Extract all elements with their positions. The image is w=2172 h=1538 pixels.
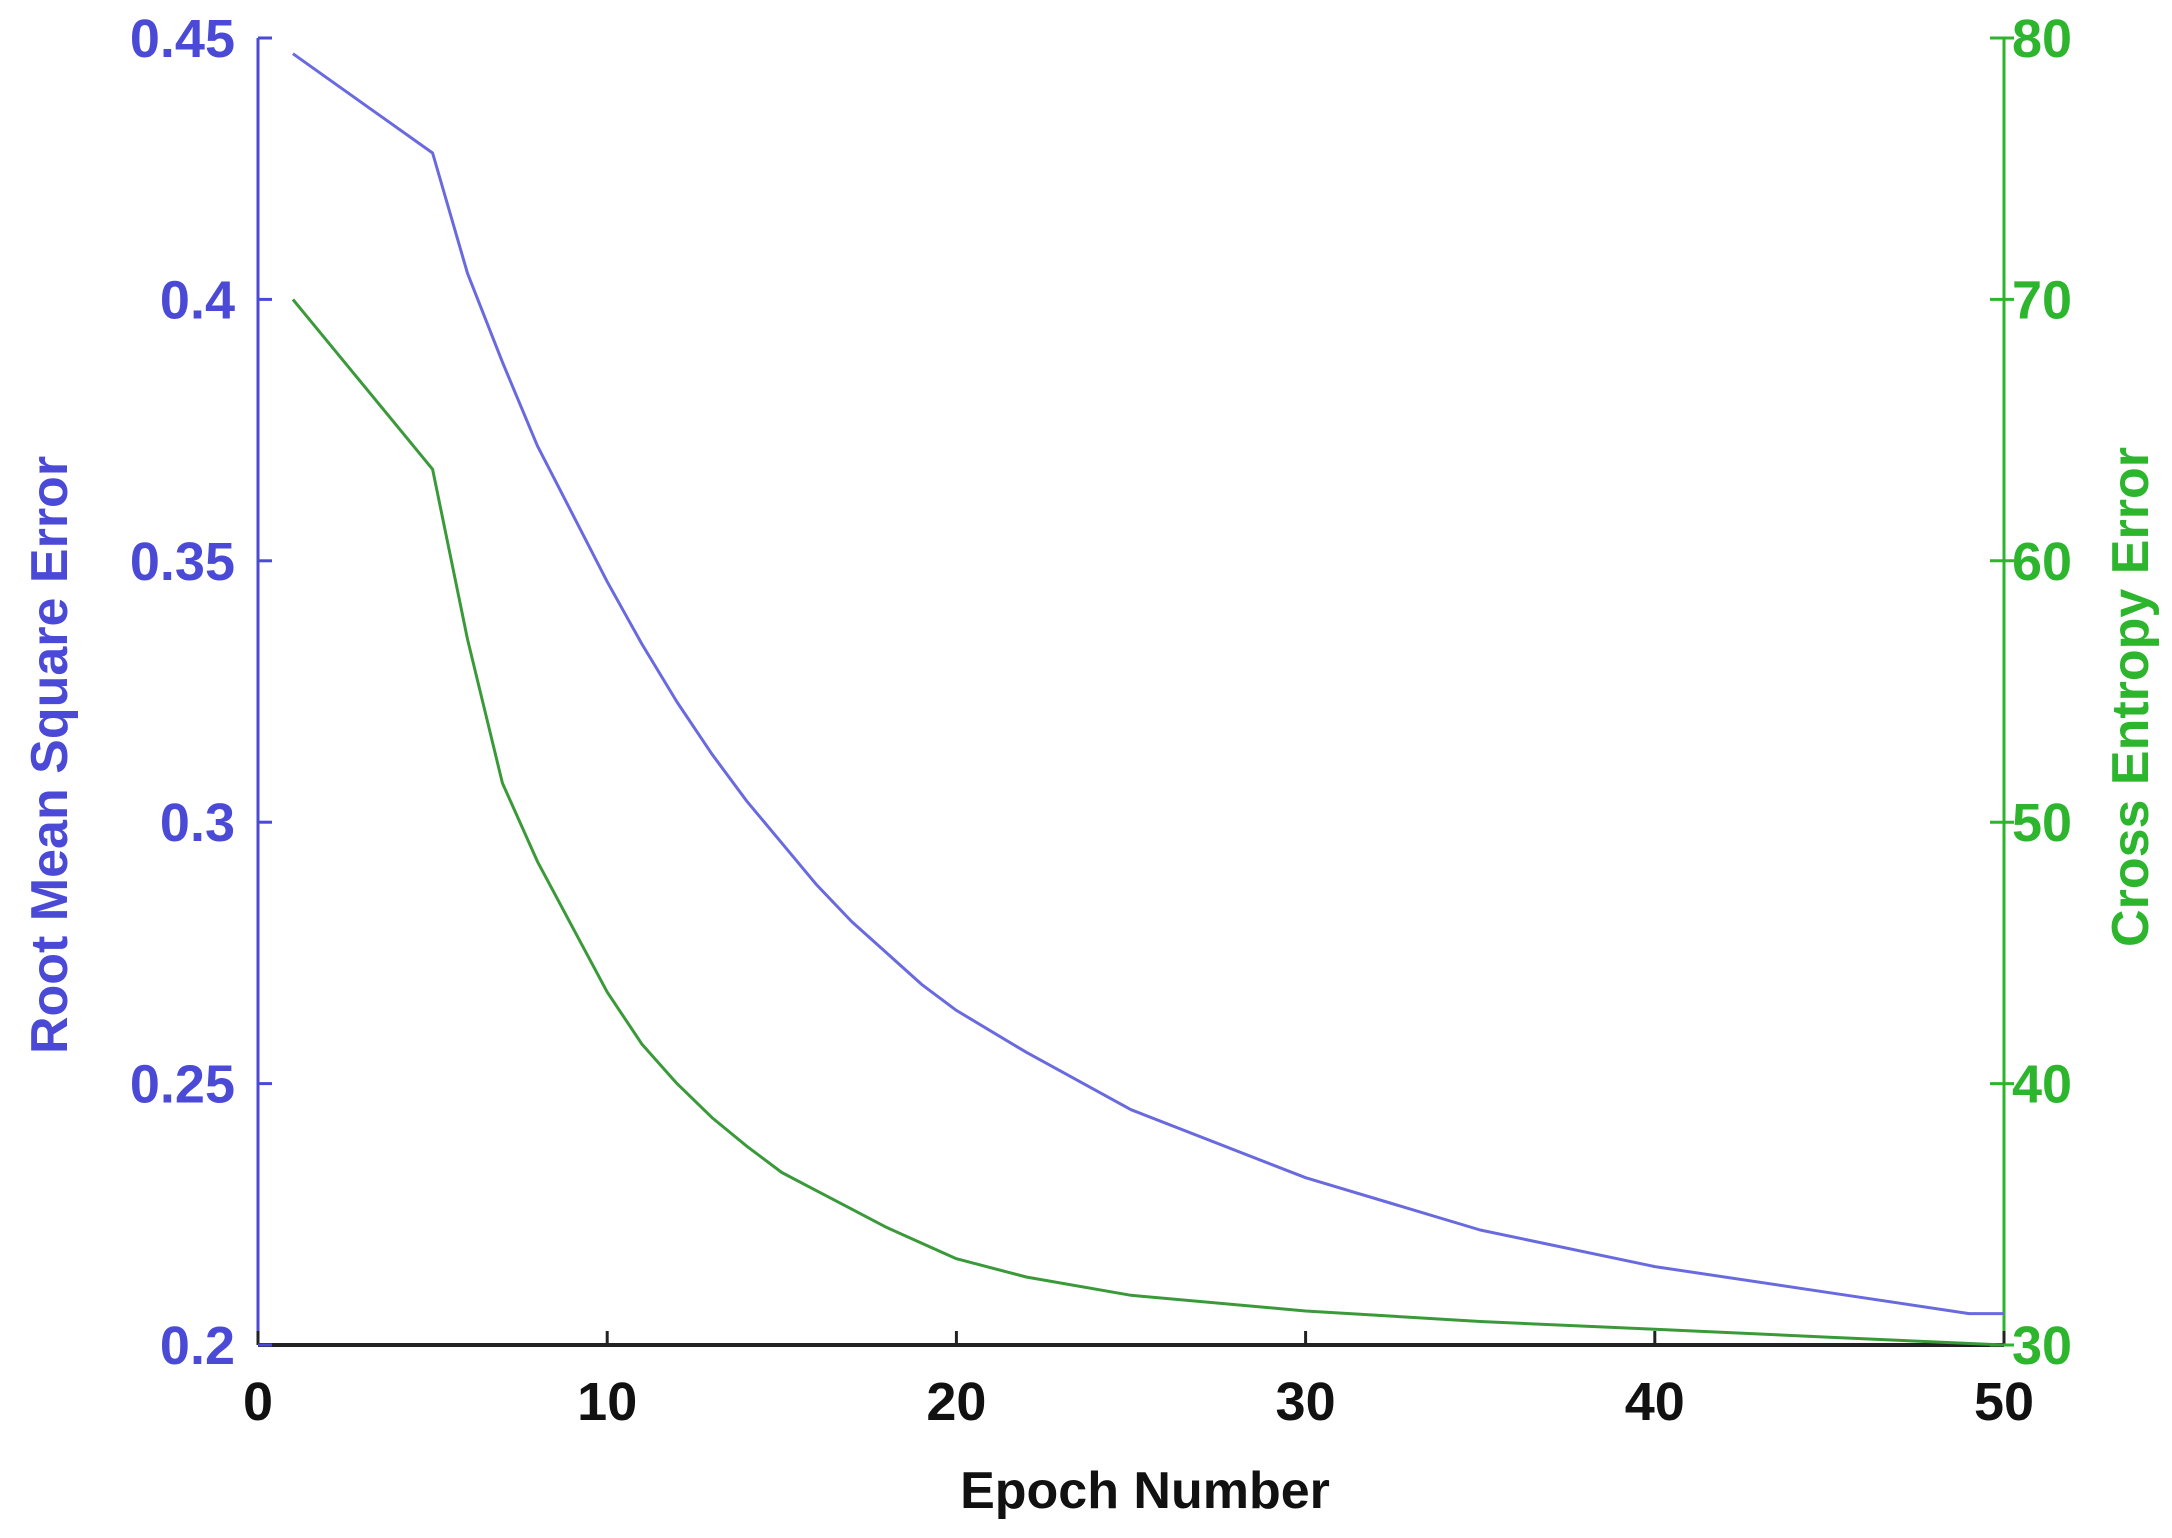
right-tick-label: 50 [2012,793,2072,853]
left-tick-label: 0.35 [130,532,235,592]
left-tick-label: 0.4 [160,270,235,330]
x-tick-label: 50 [1974,1372,2034,1432]
right-tick-label: 70 [2012,270,2072,330]
right-tick-label: 80 [2012,9,2072,69]
left-tick-label: 0.2 [160,1316,235,1376]
x-tick-label: 10 [577,1372,637,1432]
left-tick-label: 0.25 [130,1055,235,1115]
right-y-axis-title: Cross Entropy Error [2102,447,2160,947]
right-tick-label: 40 [2012,1055,2072,1115]
right-y-ticks: 30 40 50 60 70 80 [1990,9,2072,1376]
x-tick-label: 40 [1625,1372,1685,1432]
left-tick-label: 0.3 [160,793,235,853]
right-tick-label: 60 [2012,532,2072,592]
right-tick-label: 30 [2012,1316,2072,1376]
x-ticks: 0 10 20 30 40 50 [243,1331,2034,1432]
series-layer [291,52,2005,1347]
cross-entropy-series-line [291,298,2005,1347]
left-y-axis-title: Root Mean Square Error [21,456,79,1054]
left-y-ticks: 0.2 0.25 0.3 0.35 0.4 0.45 [130,9,272,1376]
left-tick-label: 0.45 [130,9,235,69]
x-axis-title: Epoch Number [960,1462,1330,1520]
x-tick-label: 20 [926,1372,986,1432]
x-tick-label: 0 [243,1372,273,1432]
x-tick-label: 30 [1276,1372,1336,1432]
rmse-series-line [292,52,2004,1316]
